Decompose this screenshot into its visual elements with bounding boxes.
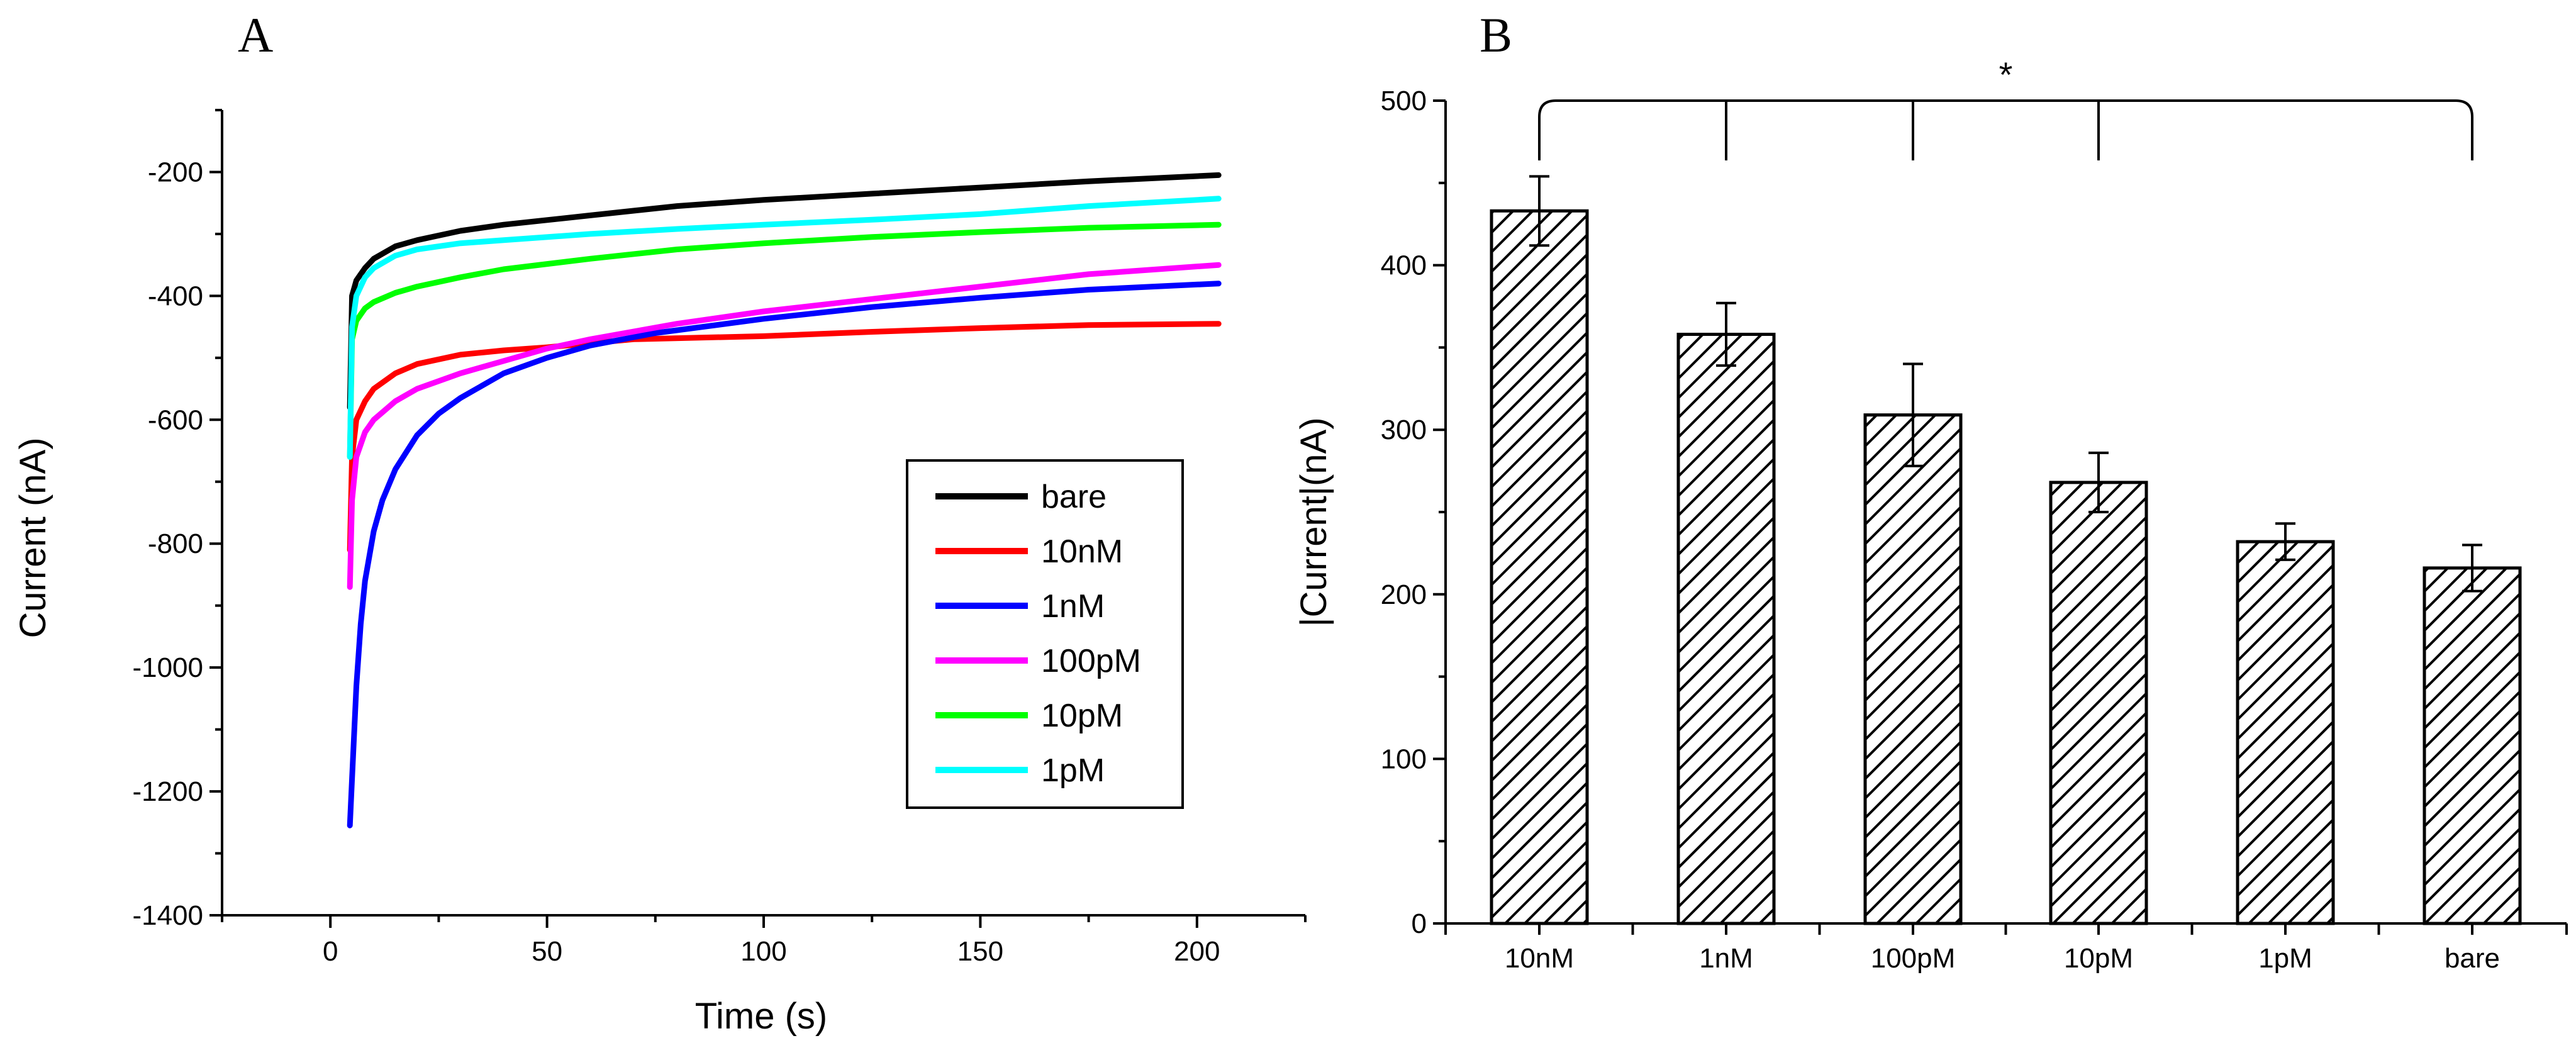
panel-b-x-tick-label: 100pM <box>1871 943 1956 974</box>
panel-b-y-axis-title: |Current|(nA) <box>1293 417 1334 627</box>
panel-a-legend: bare 10nM 1nM 100pM 10pM 1pM <box>906 459 1184 809</box>
panel-b-y-tick-label: 500 <box>1381 86 1427 116</box>
panel-b-x-tick-label: 1nM <box>1699 943 1753 974</box>
legend-box <box>906 459 1184 809</box>
legend-label-10pM: 10pM <box>1041 698 1123 734</box>
significance-marker: * <box>1999 55 2013 94</box>
panel-a-x-tick-label: 50 <box>532 936 562 967</box>
significance-bracket: * <box>1538 55 2473 160</box>
series-line-100pM <box>347 262 1222 590</box>
bar-10pM <box>2049 481 2148 925</box>
panel-b: B 0 100 200 300 400 500 10nM 1nM 100pM 10pM 1pM bar… <box>1293 8 2568 974</box>
bar-1pM <box>2236 540 2335 925</box>
panel-a-label: A <box>238 8 273 62</box>
panel-b-y-tick-label: 200 <box>1381 579 1427 610</box>
series-line-10pM <box>347 221 1222 460</box>
legend-label-bare: bare <box>1041 479 1107 515</box>
panel-b-x-tick-label: 1pM <box>2258 943 2312 974</box>
panel-a-y-tick-label: -600 <box>148 404 203 435</box>
series-line-10nM <box>347 321 1222 553</box>
series-line-1pM <box>347 196 1222 460</box>
significance-bracket-line <box>1538 99 2473 160</box>
legend-label-10nM: 10nM <box>1041 533 1123 570</box>
series-line-bare <box>347 172 1222 411</box>
panel-a-y-axis-title: Current (nA) <box>13 437 53 638</box>
panel-a-y-tick-label: -400 <box>148 281 203 311</box>
bar-10nM <box>1490 209 1589 925</box>
panel-a-y-tick-label: -1000 <box>132 652 203 683</box>
legend-label-1nM: 1nM <box>1041 588 1105 625</box>
panel-a-x-tick-label: 200 <box>1174 936 1220 967</box>
panel-a-x-axis-title: Time (s) <box>695 996 827 1037</box>
panel-b-bars <box>1490 175 2522 925</box>
bar-bare <box>2423 566 2522 925</box>
panel-a-y-tick-label: -800 <box>148 528 203 559</box>
panel-a-x-tick-label: 100 <box>740 936 786 967</box>
panel-b-axes: 0 100 200 300 400 500 10nM 1nM 100pM 10pM 1pM bare <box>1381 86 2568 974</box>
panel-b-label: B <box>1480 8 1512 62</box>
panel-a-y-tick-label: -1400 <box>132 900 203 931</box>
panel-a-y-tick-label: -1200 <box>132 776 203 807</box>
panel-a-axes: 0 50 100 150 200 -1400 -1200 -1000 -800 -600 -400 -… <box>132 109 1307 967</box>
panel-a-y-tick-label: -200 <box>148 157 203 187</box>
panel-b-y-tick-label: 100 <box>1381 744 1427 774</box>
legend-label-100pM: 100pM <box>1041 643 1141 679</box>
series-line-1nM <box>347 281 1222 828</box>
bar-100pM <box>1863 413 1963 925</box>
legend-label-1pM: 1pM <box>1041 752 1105 789</box>
panel-b-x-tick-label: bare <box>2445 943 2500 974</box>
panel-b-x-tick-label: 10pM <box>2064 943 2133 974</box>
panel-b-y-tick-label: 400 <box>1381 250 1427 281</box>
panel-b-x-tick-label: 10nM <box>1505 943 1574 974</box>
panel-a-x-tick-label: 0 <box>323 936 338 967</box>
bar-1nM <box>1676 332 1776 925</box>
panel-a: A 0 50 100 150 200 -1400 -1200 -1000 -800 -600 -40… <box>13 8 1307 1037</box>
panel-b-y-tick-label: 0 <box>1412 908 1427 939</box>
panel-a-lines <box>347 172 1222 828</box>
panel-b-y-tick-label: 300 <box>1381 415 1427 445</box>
panel-a-x-tick-label: 150 <box>957 936 1003 967</box>
